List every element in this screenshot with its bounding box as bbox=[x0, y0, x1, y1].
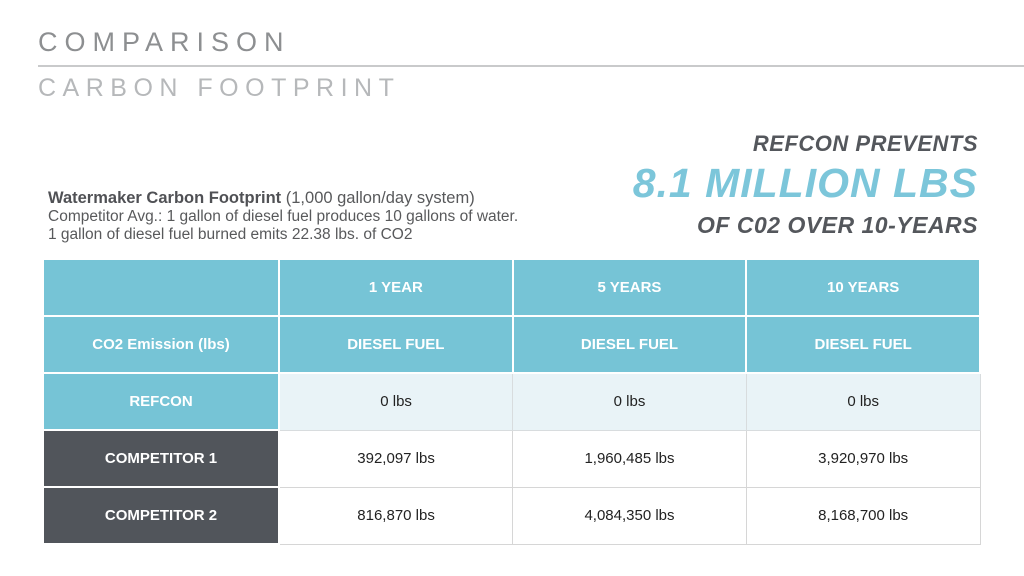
row-header-refcon: REFCON bbox=[42, 372, 280, 431]
table-cell: 392,097 lbs bbox=[278, 429, 514, 488]
note-title-line: Watermaker Carbon Footprint (1,000 gallo… bbox=[48, 189, 518, 207]
page-subtitle: CARBON FOOTPRINT bbox=[38, 74, 401, 102]
row-header-co2-emission: CO2 Emission (lbs) bbox=[42, 315, 280, 374]
subheader-diesel-fuel-1: DIESEL FUEL bbox=[278, 315, 514, 374]
table-row-competitor-1: COMPETITOR 1 392,097 lbs 1,960,485 lbs 3… bbox=[42, 429, 981, 488]
table-cell: 1,960,485 lbs bbox=[512, 429, 747, 488]
row-header-competitor-2: COMPETITOR 2 bbox=[42, 486, 280, 545]
table-cell: 816,870 lbs bbox=[278, 486, 514, 545]
col-header-1-year: 1 YEAR bbox=[278, 258, 514, 317]
table-header-row: 1 YEAR 5 YEARS 10 YEARS bbox=[42, 258, 981, 317]
highlight-block: REFCON PREVENTS 8.1 MILLION LBS OF C02 O… bbox=[633, 131, 978, 239]
row-header-competitor-1: COMPETITOR 1 bbox=[42, 429, 280, 488]
table-row-competitor-2: COMPETITOR 2 816,870 lbs 4,084,350 lbs 8… bbox=[42, 486, 981, 545]
note-title-bold: Watermaker Carbon Footprint bbox=[48, 189, 282, 207]
title-divider bbox=[38, 65, 1024, 67]
col-header-10-years: 10 YEARS bbox=[745, 258, 981, 317]
note-line-2: Competitor Avg.: 1 gallon of diesel fuel… bbox=[48, 208, 519, 225]
note-title-suffix: (1,000 gallon/day system) bbox=[281, 189, 475, 207]
table-row-refcon: REFCON 0 lbs 0 lbs 0 lbs bbox=[42, 372, 981, 431]
table-cell: 0 lbs bbox=[512, 372, 747, 431]
table-cell: 3,920,970 lbs bbox=[745, 429, 981, 488]
highlight-caption: OF C02 OVER 10-YEARS bbox=[697, 212, 978, 238]
table-cell: 4,084,350 lbs bbox=[512, 486, 747, 545]
note-block: Watermaker Carbon Footprint (1,000 gallo… bbox=[48, 189, 518, 244]
table-cell: 0 lbs bbox=[745, 372, 981, 431]
comparison-table: 1 YEAR 5 YEARS 10 YEARS CO2 Emission (lb… bbox=[42, 258, 981, 545]
table-cell: 0 lbs bbox=[278, 372, 514, 431]
subheader-diesel-fuel-2: DIESEL FUEL bbox=[511, 315, 748, 374]
table-corner-cell bbox=[42, 258, 280, 317]
subheader-diesel-fuel-3: DIESEL FUEL bbox=[745, 315, 981, 374]
highlight-value: 8.1 MILLION LBS bbox=[632, 160, 978, 206]
col-header-5-years: 5 YEARS bbox=[511, 258, 748, 317]
table-cell: 8,168,700 lbs bbox=[745, 486, 981, 545]
note-line-3: 1 gallon of diesel fuel burned emits 22.… bbox=[48, 226, 413, 243]
highlight-kicker: REFCON PREVENTS bbox=[752, 131, 978, 156]
table-subheader-row: CO2 Emission (lbs) DIESEL FUEL DIESEL FU… bbox=[42, 315, 981, 374]
page-title: COMPARISON bbox=[38, 27, 291, 57]
